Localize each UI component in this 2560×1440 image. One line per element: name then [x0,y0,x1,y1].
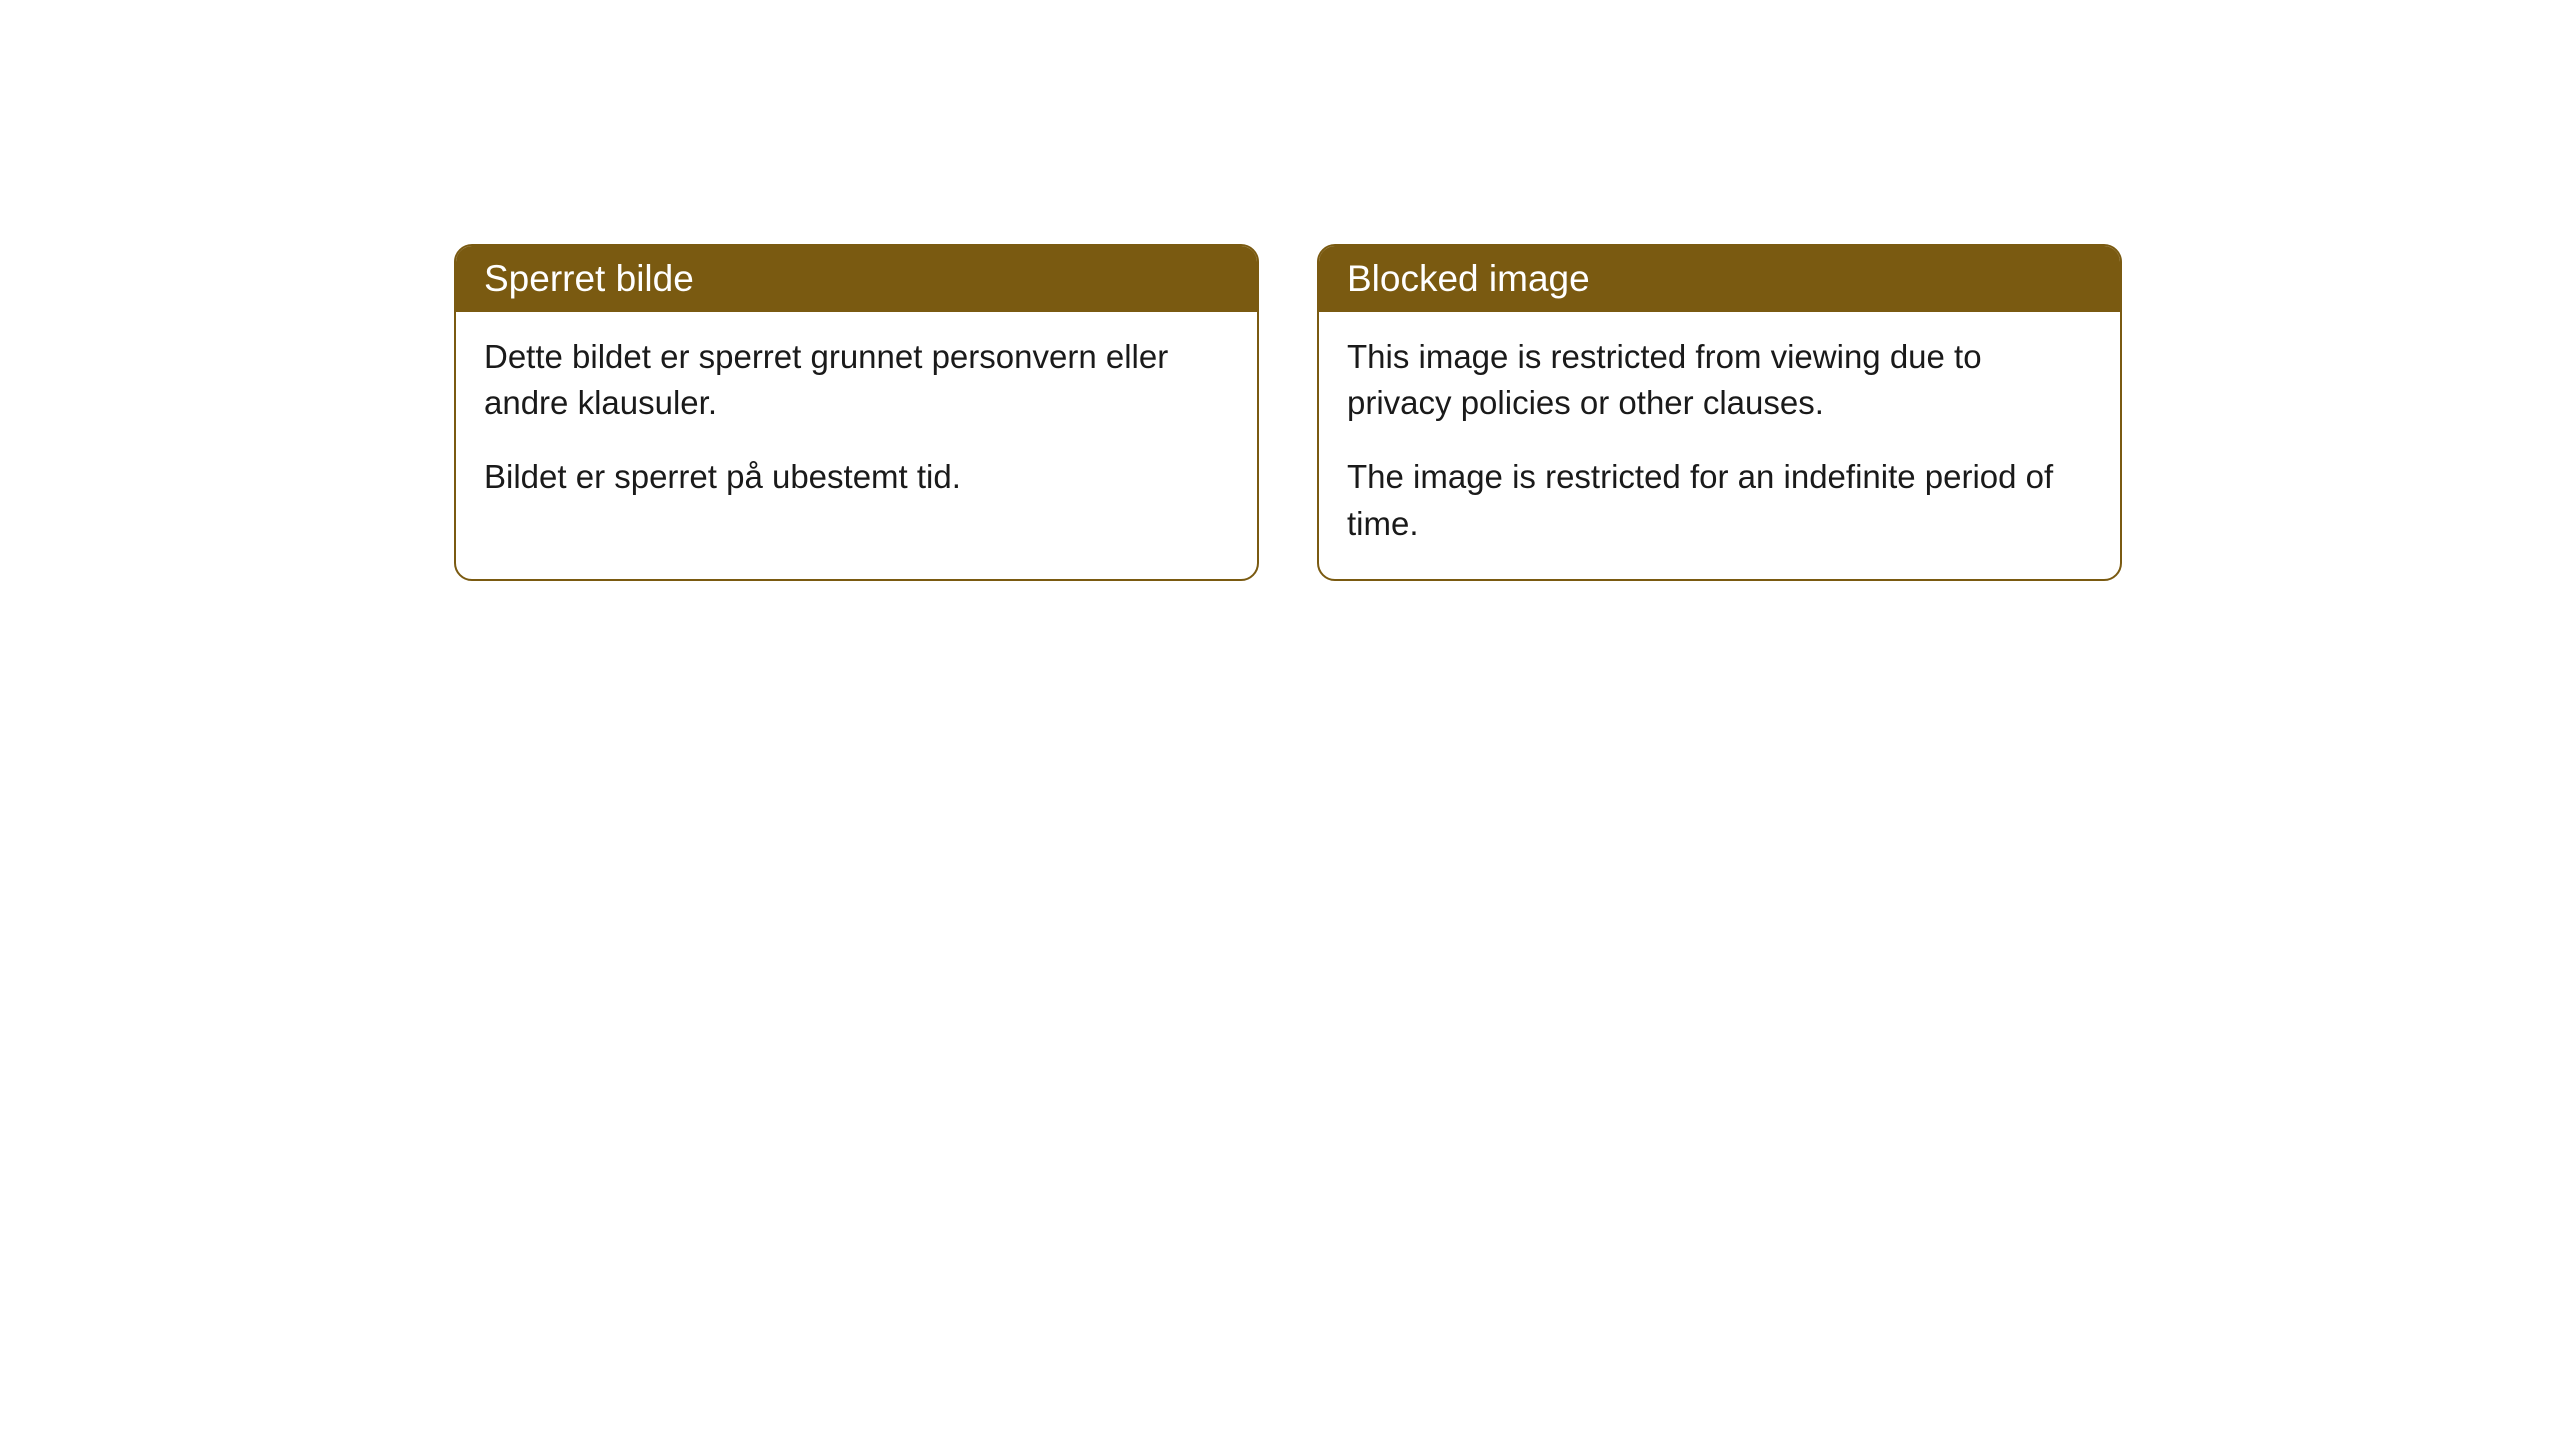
card-paragraph-1-en: This image is restricted from viewing du… [1347,334,2092,426]
card-header-no: Sperret bilde [456,246,1257,312]
card-body-en: This image is restricted from viewing du… [1319,312,2120,579]
cards-container: Sperret bilde Dette bildet er sperret gr… [454,244,2122,581]
card-paragraph-1-no: Dette bildet er sperret grunnet personve… [484,334,1229,426]
blocked-image-card-no: Sperret bilde Dette bildet er sperret gr… [454,244,1259,581]
blocked-image-card-en: Blocked image This image is restricted f… [1317,244,2122,581]
card-title-en: Blocked image [1347,258,1590,299]
card-body-no: Dette bildet er sperret grunnet personve… [456,312,1257,533]
card-header-en: Blocked image [1319,246,2120,312]
card-paragraph-2-no: Bildet er sperret på ubestemt tid. [484,454,1229,500]
card-title-no: Sperret bilde [484,258,694,299]
card-paragraph-2-en: The image is restricted for an indefinit… [1347,454,2092,546]
